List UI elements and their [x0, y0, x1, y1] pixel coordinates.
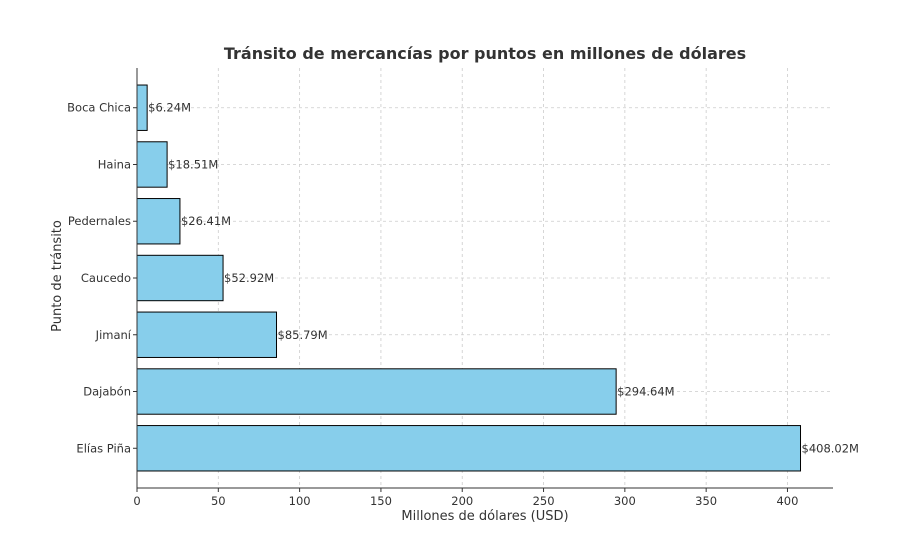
bar-value-label: $26.41M — [181, 214, 231, 228]
bars — [136, 84, 802, 472]
y-axis-label: Punto de tránsito — [50, 220, 65, 332]
y-tick-label: Haina — [98, 157, 131, 171]
y-tick-label: Elías Piña — [76, 441, 131, 455]
y-tick-label: Boca Chica — [67, 101, 131, 115]
y-tick-label: Jimaní — [95, 328, 132, 342]
x-tick-label: 150 — [370, 494, 392, 508]
bar-value-label: $408.02M — [802, 441, 859, 455]
x-tick-label: 350 — [695, 494, 717, 508]
x-tick-label: 50 — [211, 494, 226, 508]
bar — [136, 198, 181, 245]
y-tick-label: Pedernales — [68, 214, 131, 228]
bar-value-label: $6.24M — [148, 101, 191, 115]
bar — [136, 311, 278, 358]
bar — [136, 84, 148, 131]
x-tick-label: 300 — [614, 494, 636, 508]
bar — [136, 368, 617, 415]
bar — [136, 425, 802, 472]
data-labels: $408.02M $294.64M $85.79M $52.92M $26.41M $18… — [148, 101, 859, 456]
x-tick-label: 400 — [776, 494, 798, 508]
axes: 0 50 100 150 200 250 300 350 400 Elías Piña Dajabó… — [67, 68, 833, 508]
bar-value-label: $85.79M — [278, 328, 328, 342]
y-tick-label: Dajabón — [83, 385, 131, 399]
x-tick-label: 200 — [451, 494, 473, 508]
bar — [136, 141, 168, 188]
x-tick-label: 0 — [133, 494, 140, 508]
x-axis-label: Millones de dólares (USD) — [401, 509, 568, 524]
bar-value-label: $294.64M — [617, 385, 674, 399]
x-tick-label: 100 — [289, 494, 311, 508]
chart-title: Tránsito de mercancías por puntos en mil… — [224, 44, 746, 63]
bar-value-label: $52.92M — [224, 271, 274, 285]
bar-value-label: $18.51M — [168, 157, 218, 171]
y-tick-label: Caucedo — [81, 271, 131, 285]
bar — [136, 254, 224, 302]
x-tick-label: 250 — [533, 494, 555, 508]
